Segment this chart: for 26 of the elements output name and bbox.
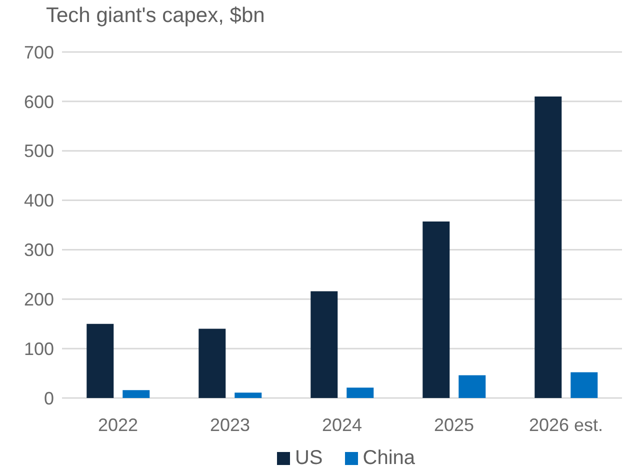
bar: [234, 392, 262, 398]
y-tick-label: 700: [24, 42, 54, 62]
y-tick-label: 300: [24, 240, 54, 260]
x-tick-label: 2026 est.: [528, 414, 604, 435]
x-tick-label: 2025: [434, 414, 474, 435]
bar: [534, 96, 562, 398]
x-tick-label: 2024: [322, 414, 362, 435]
y-tick-label: 200: [24, 290, 54, 310]
y-tick-label: 400: [24, 190, 54, 211]
bar: [122, 390, 150, 398]
y-tick-label: 500: [24, 141, 54, 162]
y-tick-label: 600: [24, 92, 54, 112]
y-tick-label: 100: [24, 338, 54, 359]
x-tick-label: 2022: [98, 414, 138, 435]
bar: [198, 328, 226, 398]
chart-title: Tech giant's capex, $bn: [46, 4, 265, 28]
y-tick-label: 0: [44, 388, 54, 408]
bar: [422, 222, 450, 398]
bar: [458, 375, 486, 398]
x-tick-label: 2023: [210, 414, 250, 435]
bar: [570, 372, 598, 398]
legend-label: US: [294, 447, 323, 470]
legend-label: China: [362, 447, 416, 470]
bar: [310, 291, 338, 398]
bar: [86, 324, 114, 398]
bar: [346, 388, 374, 398]
